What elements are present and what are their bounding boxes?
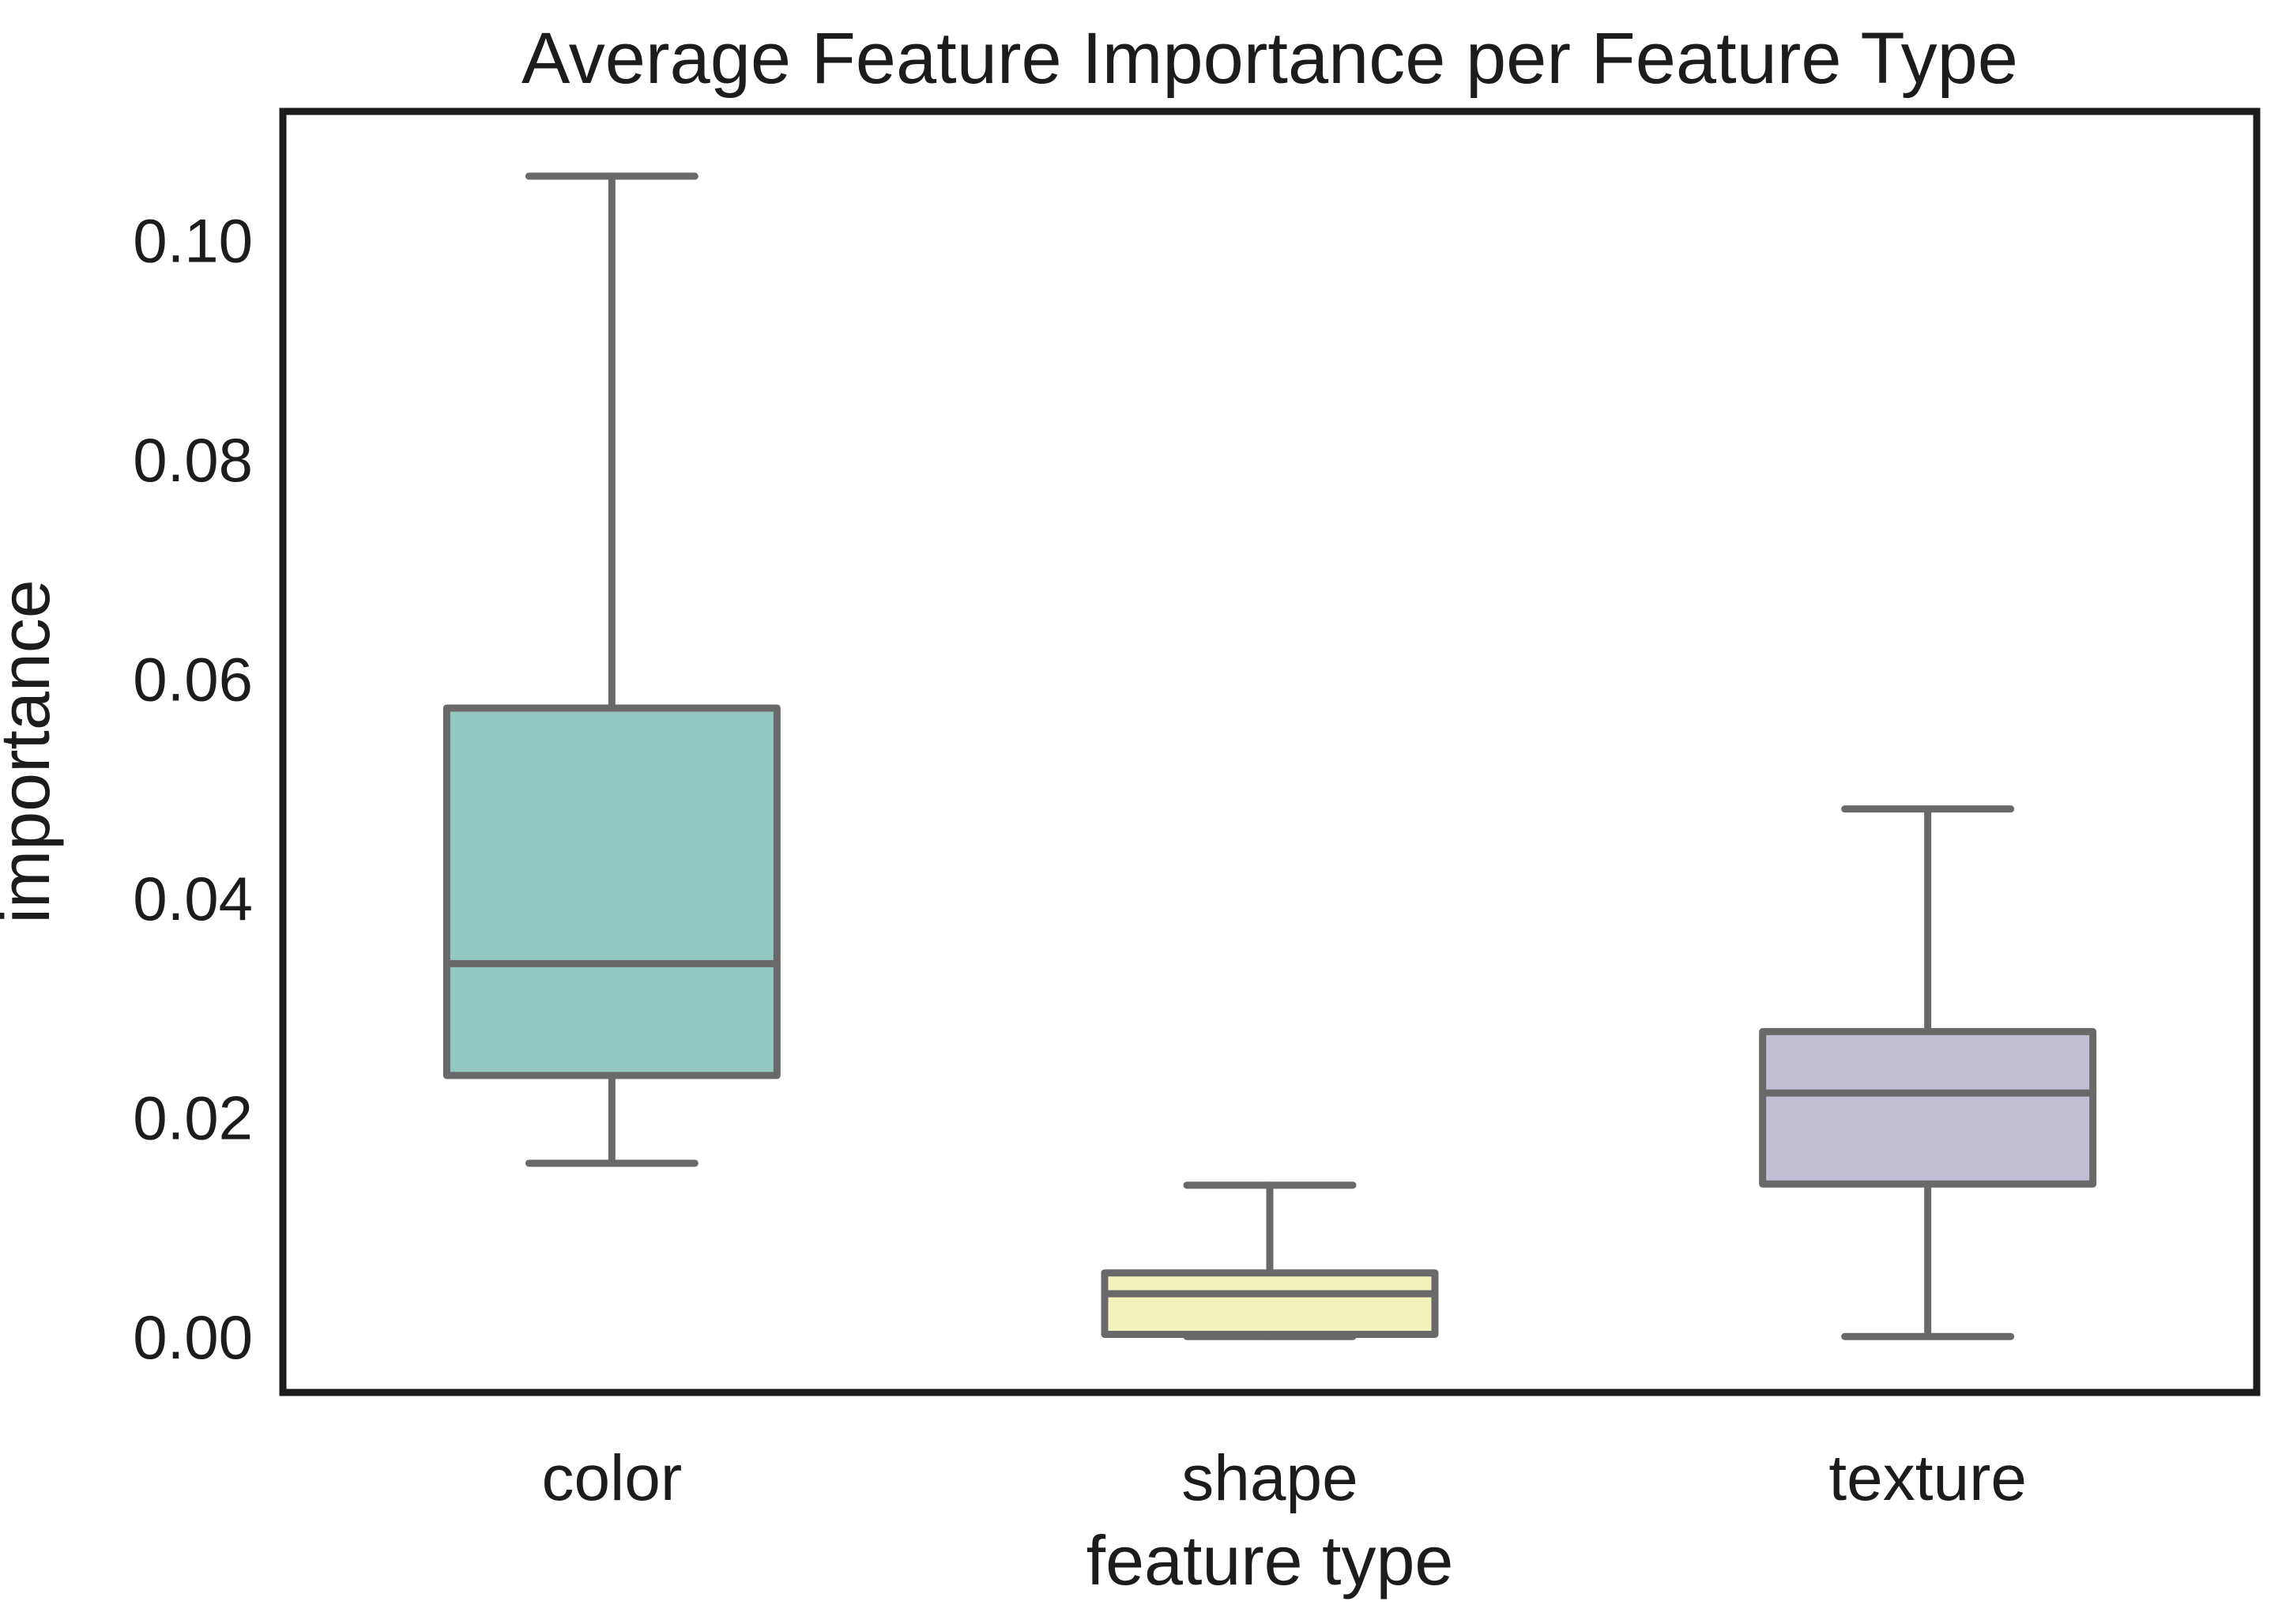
- box-group-texture: [1759, 805, 2097, 1340]
- y-tick-label-0.10: 0.10: [133, 205, 253, 275]
- box-shape: [1101, 1269, 1439, 1338]
- x-axis-label: feature type: [1086, 1521, 1454, 1600]
- x-axis-tick-labels: color shape texture: [541, 1442, 2027, 1514]
- box-color: [442, 704, 781, 1080]
- y-axis-label: importance: [0, 579, 64, 923]
- box-texture: [1759, 1027, 2097, 1188]
- x-tick-label-texture: texture: [1828, 1442, 2027, 1514]
- plot-frame: [279, 107, 2261, 1396]
- y-tick-label-0.08: 0.08: [133, 425, 253, 495]
- y-tick-label-0.06: 0.06: [133, 645, 253, 714]
- box-group-color: [442, 172, 781, 1167]
- y-tick-label-0.04: 0.04: [133, 864, 253, 933]
- box-group-shape: [1101, 1181, 1439, 1340]
- y-tick-label-0.02: 0.02: [133, 1083, 253, 1153]
- box-series: [442, 172, 2097, 1340]
- x-tick-label-shape: shape: [1181, 1442, 1358, 1514]
- chart-title: Average Feature Importance per Feature T…: [522, 18, 2018, 99]
- y-axis-tick-labels: 0.00 0.02 0.04 0.06 0.08 0.10: [133, 205, 253, 1372]
- y-tick-label-0.00: 0.00: [133, 1302, 253, 1372]
- x-tick-label-color: color: [541, 1442, 682, 1514]
